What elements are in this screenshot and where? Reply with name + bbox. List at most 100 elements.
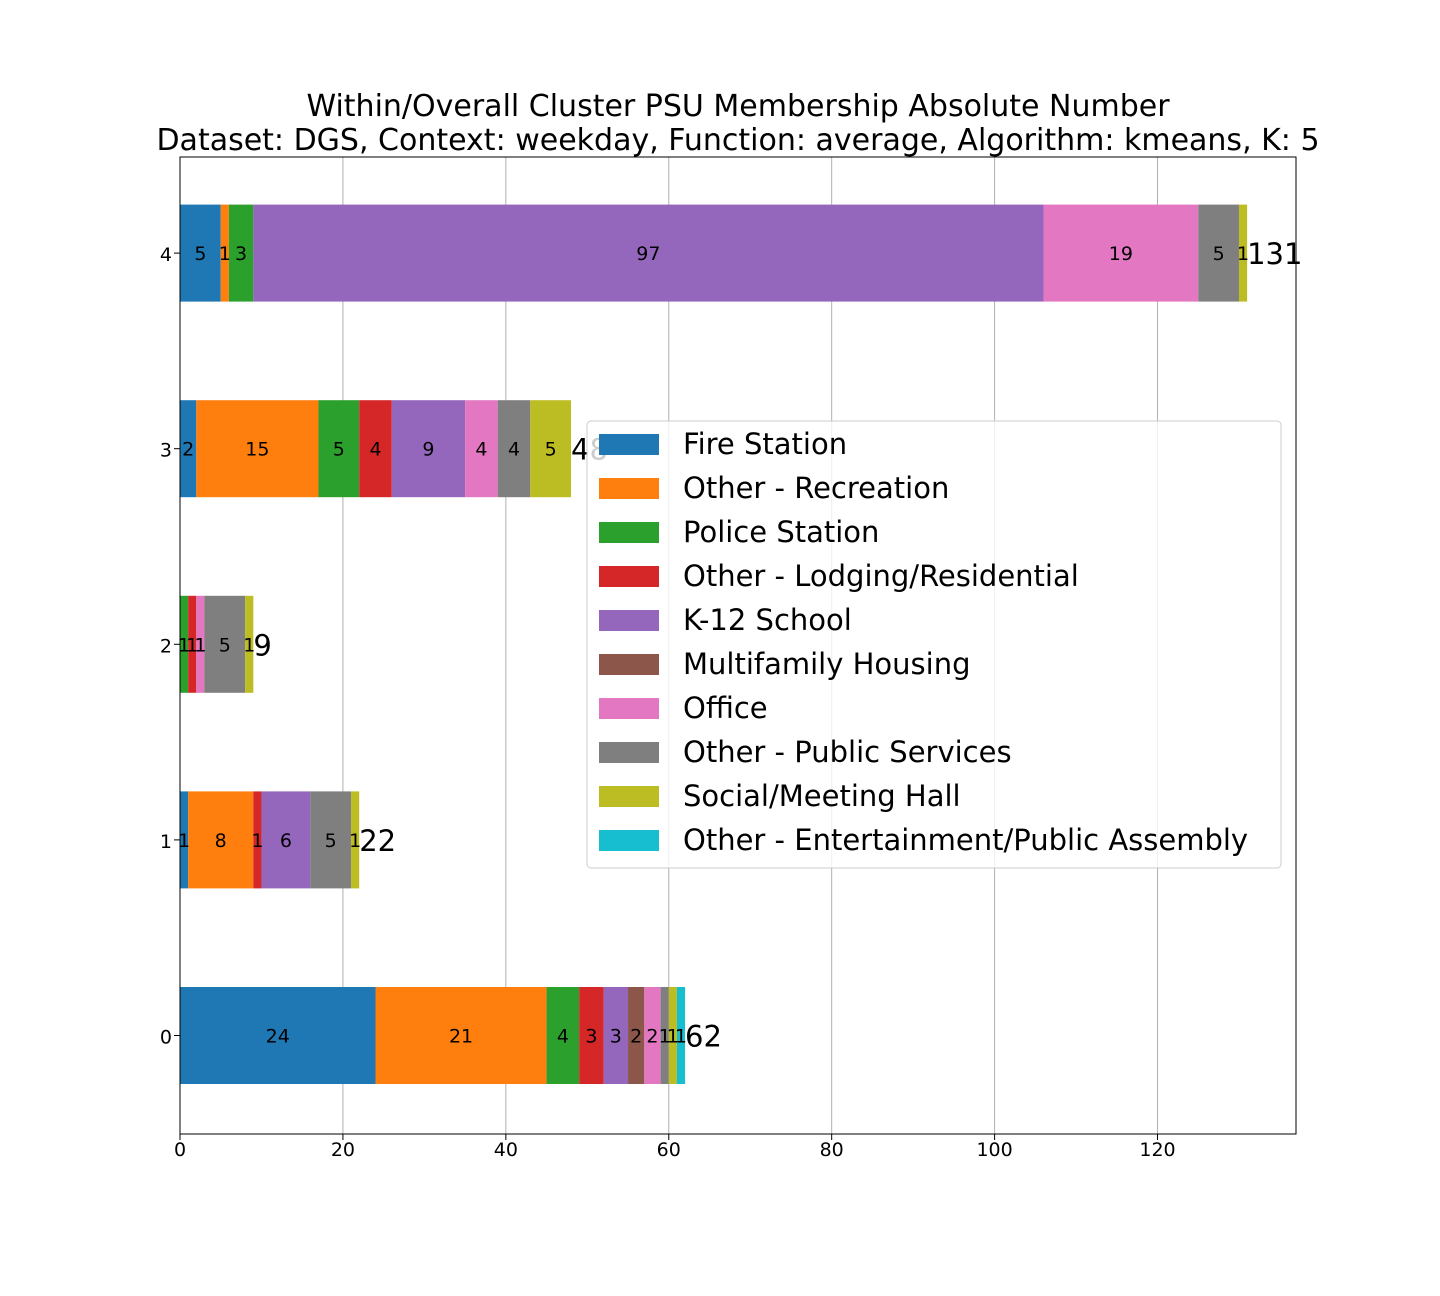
legend-swatch xyxy=(599,566,659,587)
legend-swatch xyxy=(599,786,659,807)
legend-swatch xyxy=(599,434,659,455)
bar-segment xyxy=(188,595,197,693)
bar-segment xyxy=(310,791,352,889)
segment-value-label: 1 xyxy=(349,830,361,852)
bar-segment xyxy=(579,987,604,1084)
bar-segment xyxy=(668,987,677,1084)
chart-title: Within/Overall Cluster PSU Membership Ab… xyxy=(306,89,1170,124)
chart-subtitle: Dataset: DGS, Context: weekday, Function… xyxy=(156,123,1319,158)
x-tick-label: 80 xyxy=(820,1139,844,1161)
segment-value-label: 1 xyxy=(243,634,255,656)
segment-value-label: 1 xyxy=(251,830,263,852)
x-tick-label: 60 xyxy=(657,1139,681,1161)
bar-segment xyxy=(351,791,360,889)
bar-segment xyxy=(196,595,205,693)
bar-segment xyxy=(220,204,229,302)
legend-swatch xyxy=(599,610,659,631)
bar-total-label: 9 xyxy=(253,628,271,662)
bar-segment xyxy=(228,204,254,302)
segment-value-label: 1 xyxy=(675,1026,687,1048)
legend-entry-label: Office xyxy=(683,691,768,725)
bar-segment xyxy=(180,400,197,498)
legend-swatch xyxy=(599,654,659,675)
bar-segment xyxy=(1043,204,1199,302)
segment-value-label: 1 xyxy=(194,634,206,656)
legend-entry-label: Other - Recreation xyxy=(683,471,949,505)
legend-swatch xyxy=(599,698,659,719)
y-tick-label: 3 xyxy=(160,440,172,462)
bar-segment xyxy=(253,204,1044,302)
segment-value-label: 4 xyxy=(475,439,487,461)
segment-value-label: 5 xyxy=(333,439,345,461)
segment-value-label: 19 xyxy=(1109,243,1133,265)
bar-segment xyxy=(359,400,392,498)
bar-segment xyxy=(196,400,319,498)
x-tick-label: 120 xyxy=(1139,1139,1175,1161)
bar-segment xyxy=(204,595,246,693)
bar-segment xyxy=(628,987,645,1084)
x-tick-label: 0 xyxy=(174,1139,186,1161)
bars xyxy=(180,204,1248,1084)
segment-value-label: 4 xyxy=(508,439,520,461)
legend-entry-label: Fire Station xyxy=(683,427,847,461)
y-tick-label: 1 xyxy=(160,831,172,853)
segment-value-label: 3 xyxy=(610,1026,622,1048)
segment-value-label: 3 xyxy=(235,243,247,265)
plot-frame xyxy=(179,156,1297,1135)
legend-swatch xyxy=(599,742,659,763)
y-tick-label: 4 xyxy=(160,244,172,266)
bar-segment xyxy=(253,791,262,889)
segment-value-label: 5 xyxy=(325,830,337,852)
segment-value-label: 4 xyxy=(369,439,381,461)
segment-value-label: 1 xyxy=(219,243,231,265)
legend-entry-label: Social/Meeting Hall xyxy=(683,779,961,813)
legend-entry-label: K-12 School xyxy=(683,603,852,637)
bar-total-label: 22 xyxy=(359,824,396,858)
bar-segment xyxy=(530,400,572,498)
bar-segment xyxy=(180,987,376,1084)
segment-value-label: 1 xyxy=(659,1026,671,1048)
bar-segment xyxy=(660,987,669,1084)
segment-value-label: 15 xyxy=(245,439,269,461)
bar-segment xyxy=(188,791,254,889)
segment-value-label: 6 xyxy=(280,830,292,852)
bar-segment xyxy=(497,400,531,498)
bar-segment xyxy=(318,400,360,498)
segment-value-label: 97 xyxy=(636,243,660,265)
bar-segment xyxy=(644,987,661,1084)
legend-swatch xyxy=(599,522,659,543)
bar-segment xyxy=(391,400,466,498)
legend-entry-label: Other - Lodging/Residential xyxy=(683,559,1079,593)
bar-segment xyxy=(180,791,189,889)
segment-value-label: 1 xyxy=(178,830,190,852)
segment-value-label: 2 xyxy=(646,1026,658,1048)
bar-total-label: 62 xyxy=(685,1020,722,1054)
y-tick-label: 2 xyxy=(160,635,172,657)
segment-value-label: 5 xyxy=(1213,243,1225,265)
segment-value-label: 2 xyxy=(182,439,194,461)
segment-value-label: 4 xyxy=(557,1026,569,1048)
legend-entry-label: Police Station xyxy=(683,515,879,549)
legend: Fire Station Other - Recreation Police Sta… xyxy=(586,420,1282,869)
bar-segment xyxy=(1198,204,1239,302)
bar-segment xyxy=(465,400,498,498)
bar-segment xyxy=(245,595,254,693)
bar-total-label: 131 xyxy=(1247,237,1302,271)
segment-value-label: 5 xyxy=(219,634,231,656)
segment-value-label: 8 xyxy=(215,830,227,852)
legend-swatch xyxy=(599,478,659,499)
segment-value-label: 1 xyxy=(178,634,190,656)
legend-box xyxy=(586,420,1282,869)
bar-segment xyxy=(603,987,629,1084)
bar-segment xyxy=(375,987,547,1084)
segment-value-label: 5 xyxy=(545,439,557,461)
bar-segment xyxy=(261,791,311,889)
segment-value-label: 9 xyxy=(422,439,434,461)
bar-segment xyxy=(180,595,189,693)
segment-value-label: 3 xyxy=(585,1026,597,1048)
legend-swatch xyxy=(599,830,659,851)
legend-entry-label: Other - Entertainment/Public Assembly xyxy=(683,823,1248,857)
segment-value-label: 1 xyxy=(186,634,198,656)
